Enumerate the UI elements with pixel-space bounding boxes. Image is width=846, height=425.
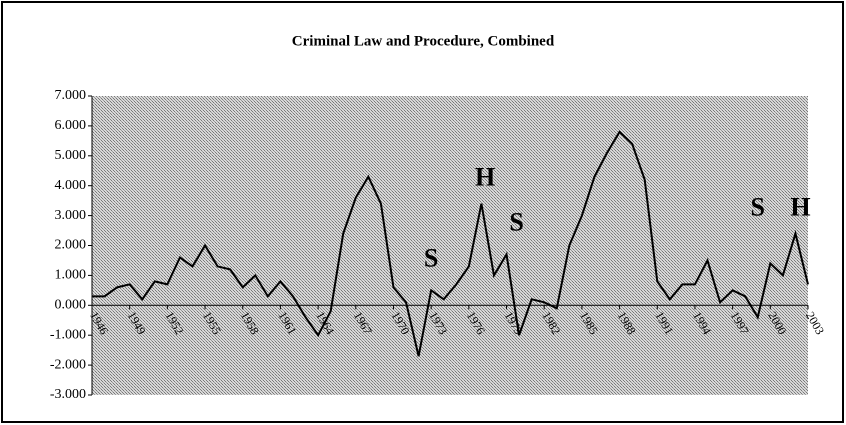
y-tick-label: -3.000: [50, 387, 86, 402]
annotation: S: [509, 208, 523, 237]
y-tick-label: 4.000: [55, 178, 87, 193]
y-tick-label: -1.000: [50, 327, 86, 342]
y-tick-label: 3.000: [55, 208, 87, 223]
y-tick-label: 5.000: [55, 148, 87, 163]
data-line: [92, 130, 809, 357]
annotation: H: [475, 163, 495, 192]
annotation: H: [790, 193, 810, 222]
y-tick-label: 1.000: [55, 268, 87, 283]
plot-area: [92, 96, 808, 395]
y-tick-label: 2.000: [55, 238, 87, 253]
chart-title: Criminal Law and Procedure, Combined: [292, 33, 555, 49]
annotation: S: [424, 243, 438, 272]
y-tick-label: -2.000: [50, 357, 86, 372]
annotation: S: [751, 193, 765, 222]
y-tick-label: 0.000: [55, 298, 87, 313]
y-tick-label: 7.000: [55, 88, 87, 103]
y-tick-label: 6.000: [55, 118, 87, 133]
